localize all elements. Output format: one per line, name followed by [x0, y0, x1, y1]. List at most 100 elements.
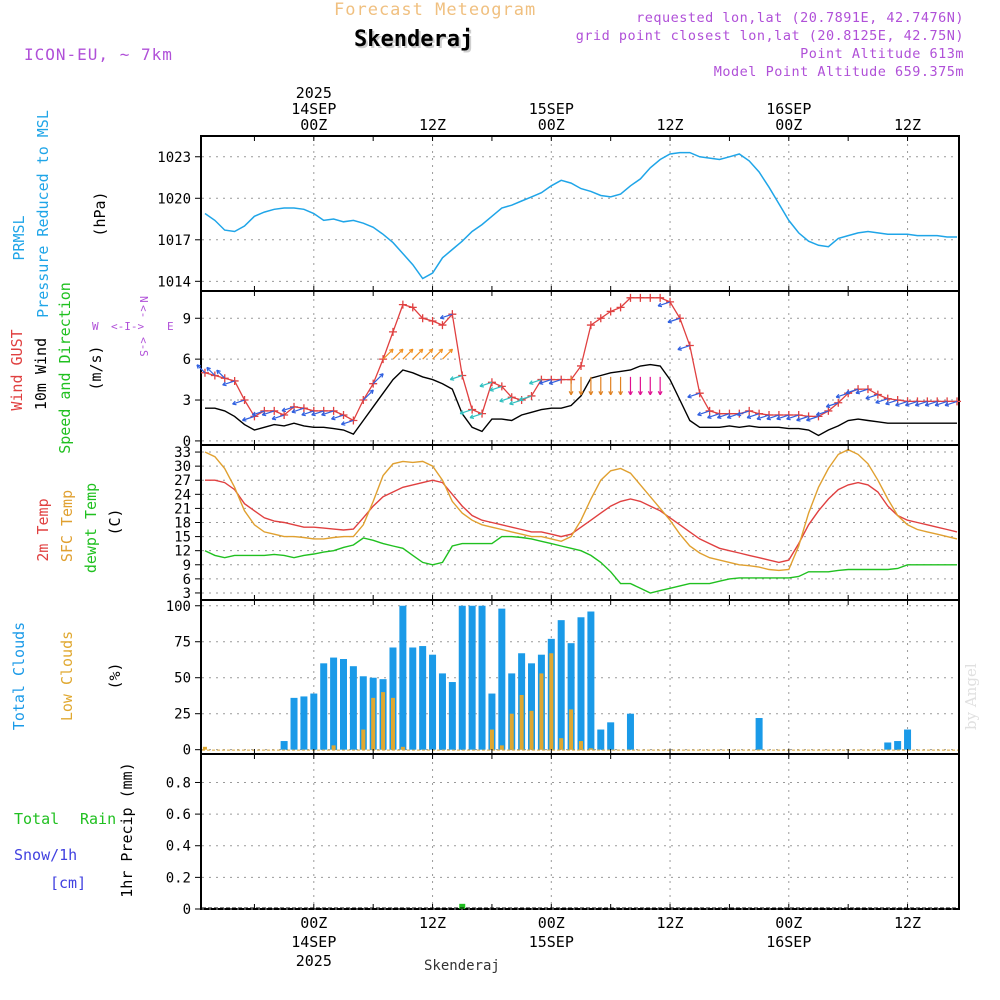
- wind-direction-arrow: [291, 407, 305, 414]
- gust-marker: [458, 371, 467, 380]
- wind-arrow-head: [438, 348, 444, 354]
- wind-arrow-head: [408, 348, 414, 354]
- y-tick-label: 1017: [157, 233, 191, 249]
- wind-direction-arrow: [825, 402, 839, 409]
- wind-direction-arrow: [667, 317, 681, 324]
- total-cloud-bar: [488, 693, 496, 750]
- wind-arrow-head: [369, 389, 374, 395]
- wind-arrow-head: [261, 411, 267, 417]
- wind-direction-arrow: [588, 376, 594, 396]
- wind-direction-arrow: [766, 414, 780, 421]
- compass-south-arrow: <-: [137, 337, 150, 350]
- low-cloud-bar: [361, 729, 366, 750]
- wind-direction-arrow: [469, 413, 483, 419]
- total-cloud-bar: [626, 713, 634, 750]
- wind-10m-label: 10m Wind: [32, 338, 50, 410]
- gust-marker: [438, 321, 447, 330]
- bottom-location: Skenderaj: [424, 958, 500, 974]
- wind-arrow-head: [835, 393, 841, 399]
- gust-marker: [487, 378, 496, 387]
- wind-arrow-shaft: [412, 348, 424, 360]
- y-tick-label: 6: [183, 352, 191, 368]
- wind-direction-arrow: [372, 373, 384, 385]
- wind-arrow-shaft: [776, 414, 789, 420]
- wind-arrow-shaft: [242, 415, 255, 421]
- wind-arrow-shaft: [756, 414, 770, 420]
- wind-direction-arrow: [934, 400, 948, 407]
- wind-direction-arrow: [885, 399, 898, 406]
- prmsl-label: PRMSL: [10, 215, 28, 260]
- wind-arrow-head: [216, 369, 221, 375]
- wind-arrow-head: [418, 348, 424, 354]
- total-cloud-bar: [567, 643, 575, 750]
- low-cloud-bar: [371, 697, 376, 750]
- wind-arrow-head: [251, 411, 257, 417]
- wind-arrow-head: [291, 408, 296, 414]
- time-label-bottom: 12Z: [894, 914, 921, 932]
- wind-direction-arrow: [895, 400, 908, 407]
- wind-direction-arrow: [206, 366, 216, 376]
- wind-arrow-shaft: [905, 400, 918, 406]
- compass-north-arrow: <-: [137, 305, 150, 318]
- wind-direction-arrow: [568, 376, 574, 396]
- wind-arrow-shaft: [402, 348, 414, 360]
- time-label-bottom: 00Z: [300, 914, 327, 932]
- wind-arrow-head: [578, 391, 584, 396]
- y-tick-label: 24: [174, 487, 191, 503]
- total-cloud-bar: [904, 729, 912, 750]
- wind-arrow-head: [736, 411, 742, 417]
- wind-direction-arrow: [944, 400, 958, 407]
- precip-panel-frame: [200, 753, 960, 910]
- y-tick-label: 25: [174, 707, 191, 723]
- gust-marker: [863, 385, 872, 394]
- wind-arrow-head: [232, 400, 237, 406]
- wind-arrow-head: [311, 411, 316, 417]
- wind-arrow-shaft: [469, 413, 483, 419]
- time-label-bottom: 14SEP: [291, 933, 336, 951]
- clouds-unit-label: (%): [106, 662, 124, 689]
- y-tick-label: 0.8: [166, 775, 191, 791]
- gust-marker: [388, 327, 397, 336]
- wind-arrow-shaft: [657, 301, 671, 307]
- wind-direction-arrow: [449, 374, 463, 381]
- wind-arrow-shaft: [687, 392, 700, 398]
- low-cloud-bar: [400, 746, 405, 750]
- wind-direction-arrow: [855, 388, 869, 395]
- wind-arrow-head: [776, 415, 781, 421]
- wind-direction-arrow: [845, 388, 859, 395]
- wind-arrow-head: [944, 402, 950, 407]
- wind-direction-arrow: [271, 414, 285, 421]
- wind-direction-arrow: [251, 410, 265, 417]
- wind-direction-arrow: [677, 344, 691, 351]
- gust-marker: [527, 391, 536, 400]
- gust-marker: [478, 409, 487, 418]
- wind-direction-arrow: [528, 379, 542, 385]
- total-cloud-bar: [448, 682, 456, 750]
- wind-direction-arrow: [340, 419, 354, 426]
- wind-arrow-shaft: [311, 410, 324, 416]
- compass-north: N: [137, 296, 150, 303]
- gust-marker: [497, 382, 506, 391]
- wind-arrow-shaft: [737, 410, 750, 416]
- wind-direction-arrow: [776, 414, 789, 421]
- wind-arrow-head: [618, 391, 624, 396]
- wind-arrow-shaft: [196, 364, 206, 374]
- y-tick-label: 75: [174, 635, 191, 651]
- wind-arrow-head: [588, 391, 594, 396]
- gust-marker: [299, 404, 308, 413]
- gust-marker: [359, 396, 368, 405]
- total-cloud-bar: [419, 646, 427, 750]
- location-title: Skenderaj: [354, 27, 474, 52]
- wind-arrow-shaft: [206, 367, 216, 376]
- wind-arrow-head: [489, 387, 494, 392]
- wind-direction-arrow: [196, 364, 206, 374]
- wind-direction-arrow: [548, 379, 562, 385]
- gust-marker: [418, 314, 427, 323]
- gust-marker: [606, 307, 615, 316]
- low-cloud-bar: [549, 653, 554, 750]
- wind-direction-arrow: [281, 406, 295, 413]
- wind-direction-arrow: [261, 410, 275, 417]
- wind-arrow-shaft: [697, 410, 710, 416]
- gust-marker: [349, 416, 358, 425]
